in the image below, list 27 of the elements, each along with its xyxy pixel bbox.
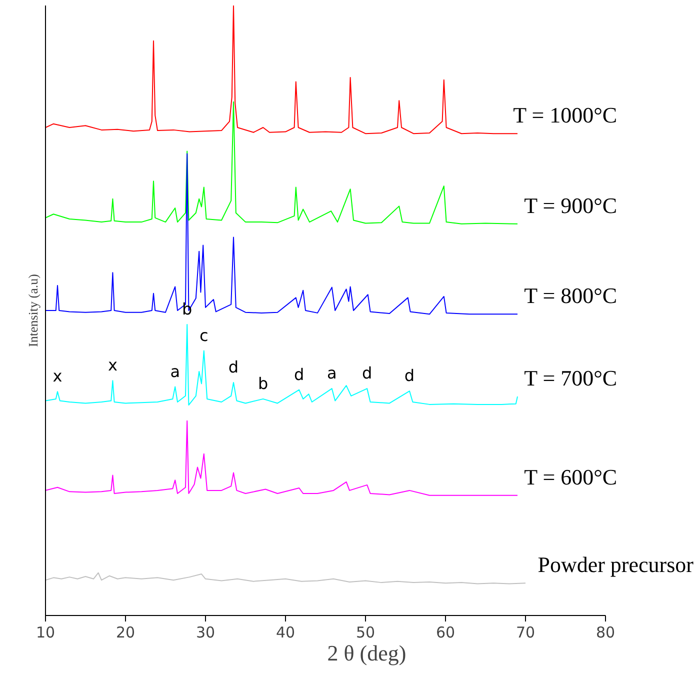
annotation: b — [182, 300, 192, 319]
annotation: d — [228, 357, 239, 376]
annotation: d — [294, 364, 304, 384]
x-tick-label: 80 — [596, 624, 616, 642]
annotation: x — [108, 356, 118, 375]
series-label: T = 1000°C — [513, 102, 618, 128]
annotation: a — [327, 364, 337, 383]
series-label: T = 800°C — [524, 283, 618, 308]
annotation: c — [200, 326, 208, 345]
x-tick-label: 70 — [516, 624, 536, 642]
annotation: d — [362, 364, 372, 383]
x-tick-label: 30 — [196, 624, 216, 642]
series-label: T = 900°C — [524, 192, 618, 218]
annotation: d — [404, 366, 415, 386]
x-tick-label: 60 — [436, 624, 456, 642]
x-axis-title: 2 θ (deg) — [327, 640, 406, 666]
series-label: T = 600°C — [524, 464, 618, 490]
annotation: a — [170, 362, 180, 381]
annotation: b — [258, 374, 268, 393]
y-axis-title: Intensity (a.u) — [26, 274, 40, 347]
series-label: T = 700°C — [524, 366, 618, 391]
x-tick-label: 20 — [116, 624, 136, 642]
series-label: Powder precursor — [538, 552, 694, 578]
annotation: x — [52, 366, 62, 386]
x-tick-label: 50 — [356, 624, 376, 642]
x-tick-label: 10 — [36, 624, 56, 642]
x-tick-label: 40 — [276, 624, 296, 642]
